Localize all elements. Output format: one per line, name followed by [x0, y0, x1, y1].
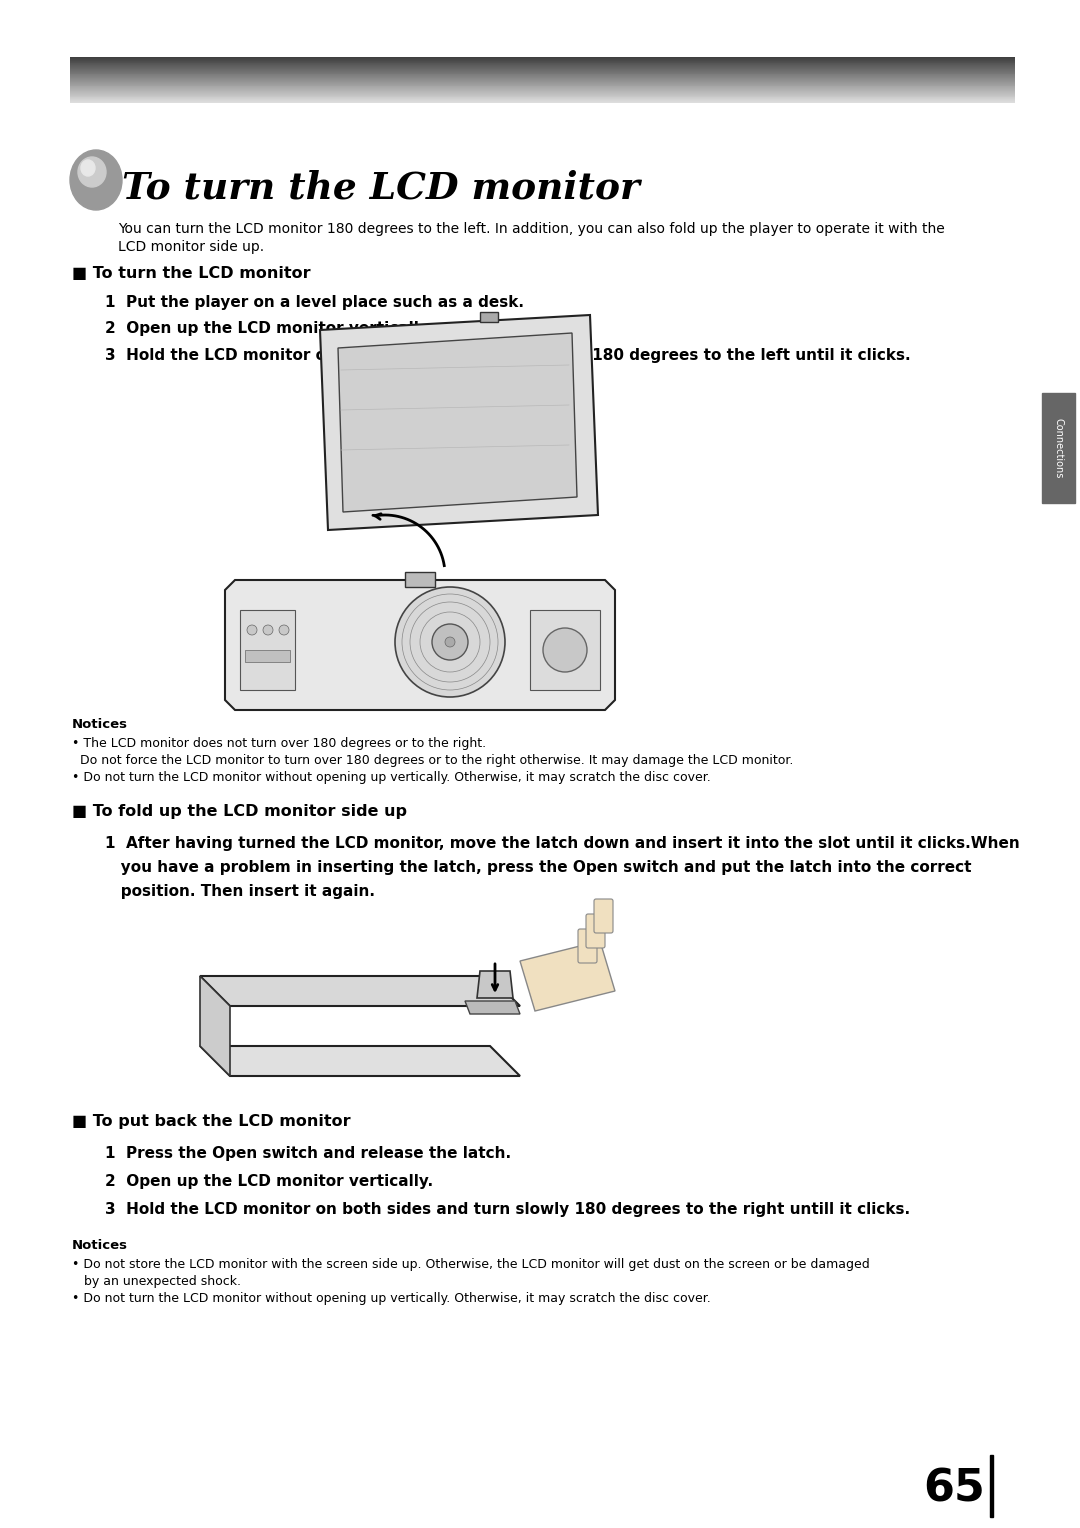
Text: 2  Open up the LCD monitor vertically.: 2 Open up the LCD monitor vertically.	[105, 1174, 433, 1189]
Text: • Do not store the LCD monitor with the screen side up. Otherwise, the LCD monit: • Do not store the LCD monitor with the …	[72, 1258, 869, 1271]
Text: • Do not turn the LCD monitor without opening up vertically. Otherwise, it may s: • Do not turn the LCD monitor without op…	[72, 772, 711, 784]
FancyBboxPatch shape	[578, 929, 597, 963]
Text: 1  Press the Open switch and release the latch.: 1 Press the Open switch and release the …	[105, 1146, 511, 1161]
Text: ■ To fold up the LCD monitor side up: ■ To fold up the LCD monitor side up	[72, 804, 407, 819]
Bar	[990, 1455, 993, 1517]
Bar	[245, 649, 291, 662]
Text: Do not force the LCD monitor to turn over 180 degrees or to the right otherwise.: Do not force the LCD monitor to turn ove…	[72, 753, 794, 767]
Text: by an unexpected shock.: by an unexpected shock.	[72, 1274, 241, 1288]
Polygon shape	[225, 581, 615, 711]
Text: Connections: Connections	[1053, 417, 1064, 478]
Circle shape	[445, 637, 455, 646]
Text: 3  Hold the LCD monitor on both sides and turn slowly 180 degrees to the right u: 3 Hold the LCD monitor on both sides and…	[105, 1203, 910, 1216]
Text: • The LCD monitor does not turn over 180 degrees or to the right.: • The LCD monitor does not turn over 180…	[72, 736, 486, 750]
Circle shape	[279, 625, 289, 636]
Text: You can turn the LCD monitor 180 degrees to the left. In addition, you can also : You can turn the LCD monitor 180 degrees…	[118, 222, 945, 235]
Polygon shape	[519, 941, 615, 1012]
Text: position. Then insert it again.: position. Then insert it again.	[105, 885, 375, 898]
Circle shape	[432, 623, 468, 660]
Bar	[240, 610, 295, 691]
Bar	[1042, 393, 1075, 503]
Text: 3  Hold the LCD monitor on both sides and turn it slowly 180 degrees to the left: 3 Hold the LCD monitor on both sides and…	[105, 348, 910, 364]
Bar	[530, 610, 600, 691]
Polygon shape	[465, 1001, 519, 1015]
Ellipse shape	[81, 160, 95, 176]
Text: • Do not turn the LCD monitor without opening up vertically. Otherwise, it may s: • Do not turn the LCD monitor without op…	[72, 1293, 711, 1305]
Polygon shape	[320, 315, 598, 530]
Bar	[480, 312, 498, 322]
Text: you have a problem in inserting the latch, press the Open switch and put the lat: you have a problem in inserting the latc…	[105, 860, 972, 876]
Text: LCD monitor side up.: LCD monitor side up.	[118, 240, 265, 254]
FancyBboxPatch shape	[594, 898, 613, 934]
Text: ■ To turn the LCD monitor: ■ To turn the LCD monitor	[72, 266, 311, 281]
Bar	[405, 571, 435, 587]
Polygon shape	[200, 1047, 519, 1076]
Text: ■ To put back the LCD monitor: ■ To put back the LCD monitor	[72, 1114, 351, 1129]
Polygon shape	[477, 970, 513, 998]
Text: Notices: Notices	[72, 1239, 129, 1251]
Text: 65: 65	[923, 1468, 985, 1511]
Text: 1  After having turned the LCD monitor, move the latch down and insert it into t: 1 After having turned the LCD monitor, m…	[105, 836, 1020, 851]
Polygon shape	[200, 976, 519, 1005]
Circle shape	[395, 587, 505, 697]
FancyBboxPatch shape	[586, 914, 605, 947]
Polygon shape	[200, 976, 230, 1076]
Circle shape	[264, 625, 273, 636]
Circle shape	[247, 625, 257, 636]
Ellipse shape	[70, 150, 122, 209]
Text: Notices: Notices	[72, 718, 129, 730]
Ellipse shape	[78, 157, 106, 186]
Polygon shape	[338, 333, 577, 512]
Circle shape	[543, 628, 588, 672]
Text: 2  Open up the LCD monitor vertically.: 2 Open up the LCD monitor vertically.	[105, 321, 433, 336]
Text: 1  Put the player on a level place such as a desk.: 1 Put the player on a level place such a…	[105, 295, 524, 310]
Text: To turn the LCD monitor: To turn the LCD monitor	[122, 170, 639, 206]
